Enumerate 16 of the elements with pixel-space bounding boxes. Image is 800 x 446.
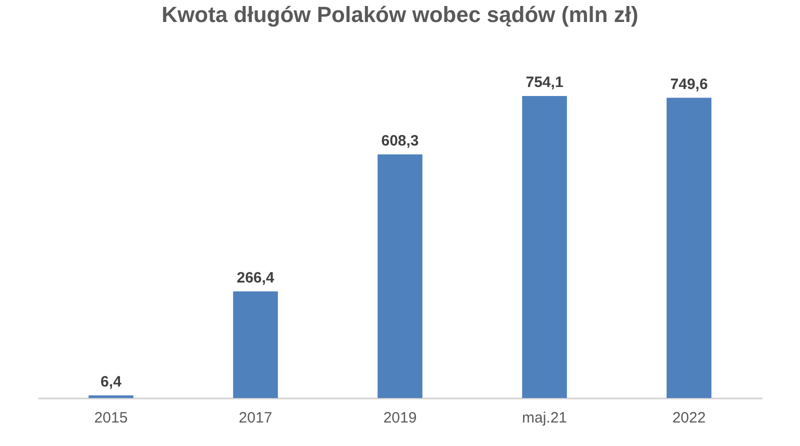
chart-title: Kwota długów Polaków wobec sądów (mln zł): [162, 2, 638, 27]
x-tick-label: 2019: [383, 410, 417, 426]
x-tick-label: 2015: [94, 410, 128, 426]
bar: [666, 98, 712, 398]
data-label: 6,4: [100, 373, 122, 390]
x-tick-label: 2022: [672, 410, 706, 426]
bar: [378, 154, 422, 398]
bar: [522, 96, 567, 398]
data-label: 266,4: [236, 269, 275, 286]
data-label: 754,1: [526, 74, 564, 91]
x-tick-label: 2017: [238, 410, 272, 426]
bar: [233, 291, 278, 398]
x-tick-label: maj.21: [522, 410, 568, 426]
data-label: 749,6: [670, 76, 708, 93]
bar: [88, 395, 134, 398]
data-label: 608,3: [381, 132, 419, 150]
